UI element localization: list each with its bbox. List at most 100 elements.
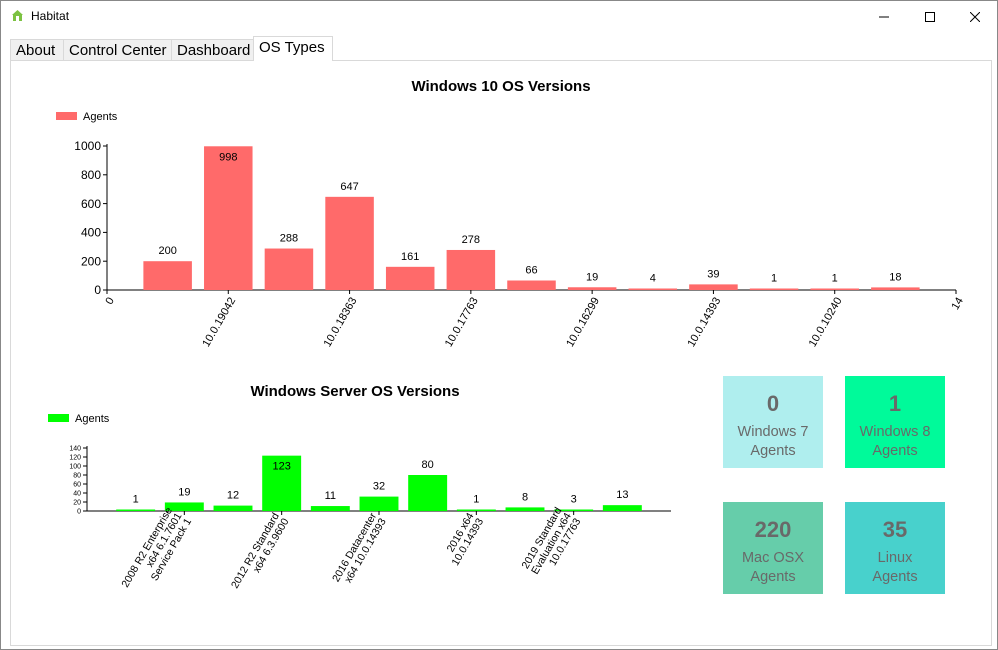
minimize-icon	[879, 16, 889, 17]
minimize-button[interactable]	[861, 1, 907, 32]
tile-count: 0	[766, 391, 780, 416]
tab-control-center[interactable]: Control Center	[63, 39, 172, 60]
y-tick-label: 800	[81, 168, 101, 182]
data-label: 19	[178, 486, 190, 498]
tile-label: Mac OSX	[741, 550, 805, 566]
maximize-icon	[925, 11, 935, 22]
bar	[871, 287, 920, 290]
x-tick-label: 14	[949, 295, 966, 312]
y-tick-label: 20	[73, 499, 81, 506]
tile-linux: 35 Linux Agents	[845, 502, 945, 594]
bar	[602, 505, 642, 511]
x-tick-label: 2019 StandardEvaluation x6410.0.17763	[520, 505, 584, 582]
bar	[554, 509, 594, 511]
window-title: Habitat	[31, 9, 70, 23]
tile-windows8: 1 Windows 8 Agents	[845, 376, 945, 468]
x-tick-label: 10.0.17763	[443, 295, 481, 349]
x-tick-label: 10.0.19042	[200, 295, 238, 349]
data-label: 18	[889, 271, 901, 283]
y-tick-label: 600	[81, 197, 101, 211]
data-label: 1	[832, 273, 838, 285]
data-label: 998	[219, 151, 237, 163]
x-tick-label: 2016 Datacenterx64 10.0.14393	[330, 510, 389, 589]
tile-windows7: 0 Windows 7 Agents	[723, 376, 823, 468]
bar	[264, 248, 314, 290]
bar	[456, 509, 496, 511]
y-tick-label: 140	[69, 445, 81, 452]
windows10-chart: Windows 10 OS Versions Agents 0 200 400 600 80…	[56, 78, 966, 349]
x-tick-label-line: 14	[949, 295, 966, 312]
data-label: 161	[401, 251, 419, 263]
data-label: 19	[586, 271, 598, 283]
x-tick-label: 2016 x6410.0.14393	[440, 511, 486, 568]
data-label: 1	[473, 494, 479, 506]
y-tick-label: 400	[81, 226, 101, 240]
close-button[interactable]	[952, 1, 998, 32]
bar	[505, 507, 545, 511]
tile-mac-osx: 220 Mac OSX Agents	[723, 502, 823, 594]
os-types-panel	[10, 60, 992, 646]
x-tick-label-line: 10.0.18363	[322, 295, 360, 349]
legend-swatch	[48, 414, 69, 422]
data-label: 39	[707, 268, 719, 280]
y-tick-label: 120	[69, 454, 81, 461]
bar	[567, 287, 617, 290]
bar	[325, 196, 374, 290]
bar	[810, 288, 859, 290]
data-label: 13	[616, 489, 628, 501]
bar	[204, 146, 253, 290]
bar	[359, 496, 399, 511]
y-tick-label: 80	[73, 472, 81, 479]
tile-count: 35	[882, 517, 908, 542]
data-label: 8	[522, 491, 528, 503]
x-tick-label-line: 10.0.10240	[807, 295, 845, 349]
legend-swatch	[56, 112, 77, 120]
y-tick-label: 0	[94, 283, 101, 297]
tile-label: Agents	[872, 443, 918, 459]
title-bar: Habitat	[1, 1, 997, 32]
bar	[408, 475, 448, 511]
bar	[446, 249, 496, 290]
bar	[213, 505, 253, 511]
data-label: 123	[272, 461, 290, 473]
bar	[507, 280, 556, 290]
windows-server-chart: Windows Server OS Versions Agents 0 20 40 60 8…	[48, 383, 671, 596]
data-label: 11	[325, 490, 336, 502]
y-tick-label: 200	[81, 254, 101, 268]
x-tick-label: 0	[103, 295, 116, 306]
x-tick-label: 2012 R2 Standardx64 6.3.9600	[229, 511, 292, 596]
tile-label: Agents	[750, 569, 796, 585]
data-label: 3	[571, 494, 577, 506]
tile-label: Agents	[872, 569, 918, 585]
data-label: 4	[650, 273, 656, 285]
legend-label: Agents	[83, 111, 118, 123]
data-label: 80	[422, 459, 434, 471]
legend-label: Agents	[75, 413, 110, 425]
data-label: 66	[525, 264, 537, 276]
tile-count: 1	[888, 391, 902, 416]
tile-label: Agents	[750, 443, 796, 459]
data-label: 12	[227, 490, 239, 502]
data-label: 200	[158, 245, 176, 257]
x-tick-label-line: 10.0.17763	[443, 295, 481, 349]
y-tick-label: 40	[73, 490, 81, 497]
bar	[164, 502, 204, 511]
maximize-button[interactable]	[907, 1, 953, 32]
data-label: 1	[133, 494, 139, 506]
tab-os-types[interactable]: OS Types	[253, 36, 333, 61]
y-tick-label: 100	[69, 463, 81, 470]
data-label: 647	[340, 181, 358, 193]
x-tick-label-line: 0	[103, 295, 116, 306]
y-tick-label: 1000	[74, 139, 101, 153]
x-tick-label-line: 10.0.16299	[564, 295, 602, 349]
chart-title: Windows Server OS Versions	[250, 383, 459, 400]
house-icon	[12, 10, 23, 21]
x-tick-label: 10.0.18363	[322, 295, 360, 349]
tab-dashboard[interactable]: Dashboard	[171, 39, 254, 60]
bar	[262, 455, 302, 511]
chart-title: Windows 10 OS Versions	[411, 78, 590, 95]
x-tick-label-line: 10.0.14393	[685, 295, 723, 349]
x-tick-label: 10.0.10240	[807, 295, 845, 349]
x-tick-label: 10.0.14393	[685, 295, 723, 349]
